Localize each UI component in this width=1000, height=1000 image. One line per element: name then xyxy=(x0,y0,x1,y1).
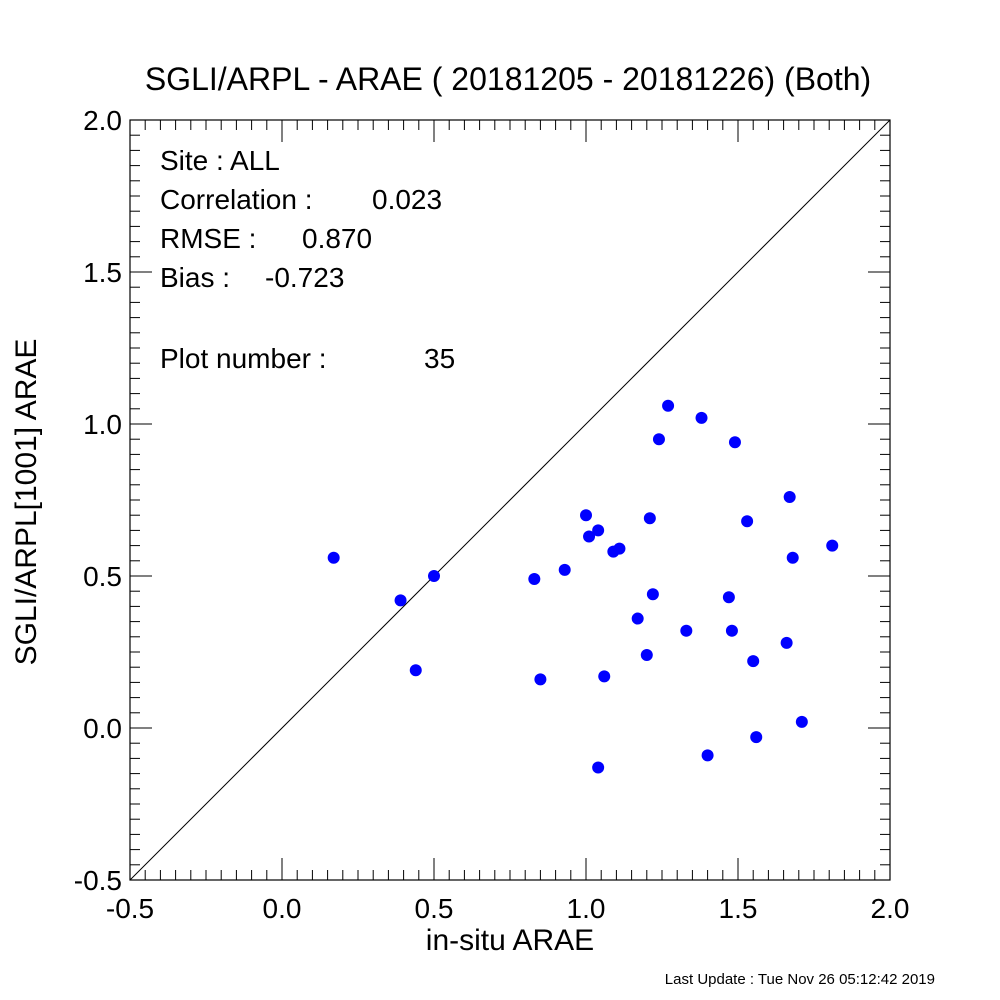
stat-site: Site : ALL xyxy=(160,145,280,176)
data-point xyxy=(680,624,693,637)
y-tick-label: 0.0 xyxy=(83,713,122,744)
data-point xyxy=(643,512,656,525)
x-tick-label: 1.5 xyxy=(719,893,758,924)
data-point xyxy=(695,411,708,424)
x-tick-label: 1.0 xyxy=(567,893,606,924)
stat-plot-number-value: 35 xyxy=(424,343,455,374)
last-update: Last Update : Tue Nov 26 05:12:42 2019 xyxy=(665,971,935,988)
data-point xyxy=(722,591,735,604)
data-point xyxy=(558,563,571,576)
data-point xyxy=(747,655,760,668)
one-to-one-line xyxy=(129,119,891,881)
stat-rmse-value: 0.870 xyxy=(302,223,372,254)
data-point xyxy=(741,515,754,528)
data-point xyxy=(786,551,799,564)
x-tick-label: -0.5 xyxy=(106,893,154,924)
y-tick-label: 2.0 xyxy=(83,105,122,136)
data-point xyxy=(528,573,541,586)
chart-title: SGLI/ARPL - ARAE ( 20181205 - 20181226) … xyxy=(145,61,871,97)
data-point xyxy=(795,715,808,728)
data-point xyxy=(652,433,665,446)
data-point xyxy=(394,594,407,607)
stat-correlation-label: Correlation : xyxy=(160,184,313,215)
y-axis-label: SGLI/ARPL[1001] ARAE xyxy=(10,339,43,666)
y-tick-labels: -0.5 0.0 0.5 1.0 1.5 2.0 xyxy=(74,105,122,896)
stat-bias-value: -0.723 xyxy=(265,262,344,293)
data-point xyxy=(701,749,714,762)
data-point xyxy=(534,673,547,686)
data-point xyxy=(750,731,763,744)
x-tick-label: 0.0 xyxy=(263,893,302,924)
data-point xyxy=(780,636,793,649)
data-point xyxy=(640,649,653,662)
data-point xyxy=(783,490,796,503)
x-tick-label: 0.5 xyxy=(415,893,454,924)
data-point xyxy=(592,761,605,774)
data-point xyxy=(725,624,738,637)
data-point xyxy=(662,399,675,412)
x-axis-label: in-situ ARAE xyxy=(426,924,594,957)
axis-ticks xyxy=(129,119,891,881)
data-point xyxy=(826,539,839,552)
data-point xyxy=(592,524,605,537)
y-tick-label: 0.5 xyxy=(83,561,122,592)
stat-correlation-value: 0.023 xyxy=(372,184,442,215)
data-point xyxy=(428,570,440,582)
x-tick-label: 2.0 xyxy=(871,893,910,924)
data-point xyxy=(646,588,659,601)
data-points xyxy=(327,399,839,774)
data-point xyxy=(580,509,592,522)
stat-bias-label: Bias : xyxy=(160,262,230,293)
data-point xyxy=(728,436,741,449)
data-point xyxy=(631,612,644,625)
data-point xyxy=(409,664,422,677)
stat-plot-number-label: Plot number : xyxy=(160,343,327,374)
data-point xyxy=(327,551,340,564)
data-point xyxy=(598,670,611,683)
data-point xyxy=(613,542,626,555)
stat-rmse-label: RMSE : xyxy=(160,223,256,254)
y-tick-label: 1.5 xyxy=(83,257,122,288)
data-point xyxy=(583,530,596,543)
y-tick-label: -0.5 xyxy=(74,865,122,896)
y-tick-label: 1.0 xyxy=(83,409,122,440)
x-tick-labels: -0.5 0.0 0.5 1.0 1.5 2.0 xyxy=(106,893,910,924)
